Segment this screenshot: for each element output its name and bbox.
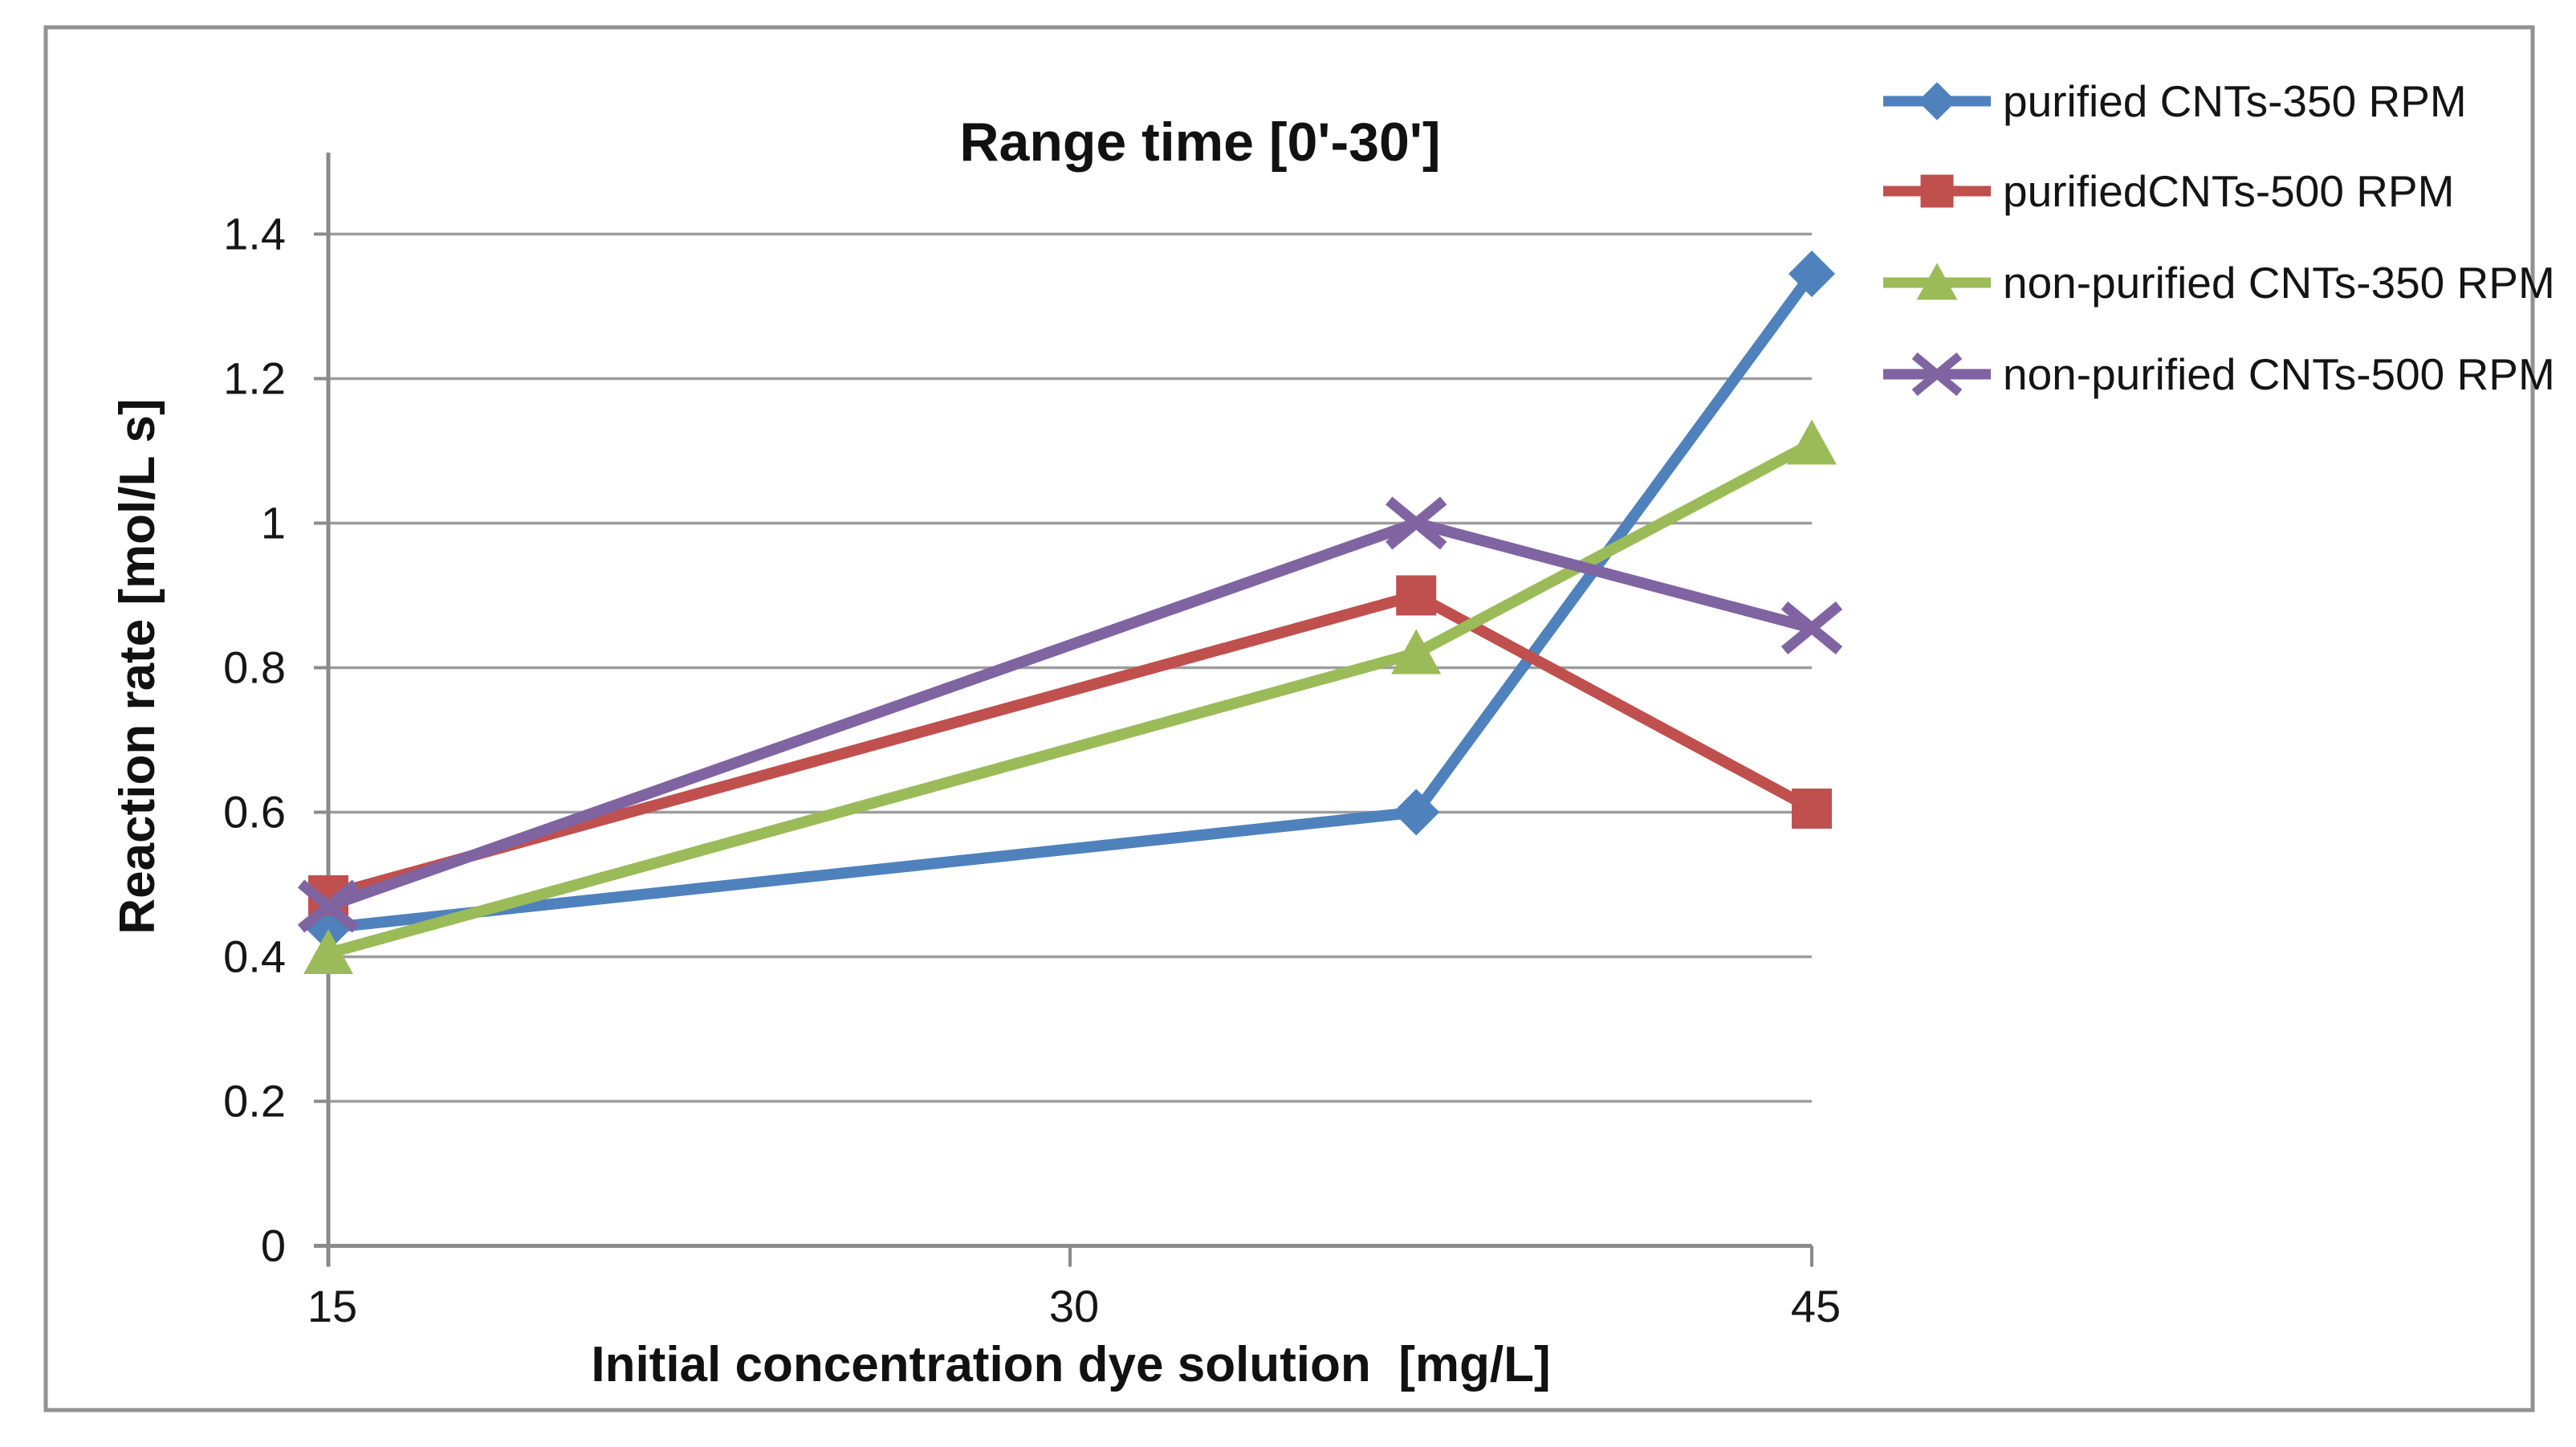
legend: purified CNTs-350 RPM purifiedCNTs-500 R… <box>1881 0 2576 450</box>
y-tick-label: 0 <box>261 1221 286 1271</box>
x-tick-label: 45 <box>1791 1281 1841 1331</box>
legend-marker-triangle-icon <box>1883 263 1991 300</box>
series-purified-cnts-350-rpm <box>305 251 1835 952</box>
series-purifiedcnts-500-rpm <box>308 575 1832 915</box>
y-tick-label: 1 <box>261 498 286 548</box>
legend-marker-x-icon <box>1883 352 1991 397</box>
legend-item: purifiedCNTs-500 RPM <box>1881 165 2454 217</box>
series-line <box>327 438 1815 959</box>
triangle-marker-icon <box>303 929 353 974</box>
axes: 15 30 45 <box>307 153 1841 1331</box>
legend-marker-diamond-icon <box>1883 82 1991 120</box>
diamond-marker-icon <box>1789 251 1835 297</box>
x-marker-icon <box>1911 352 1963 397</box>
square-marker-icon <box>1920 174 1954 208</box>
legend-label: purified CNTs-350 RPM <box>2003 76 2467 126</box>
y-tick-label: 1.4 <box>223 209 286 259</box>
x-marker-icon <box>297 879 360 933</box>
legend-item: purified CNTs-350 RPM <box>1881 75 2467 127</box>
legend-marker-square-icon <box>1883 174 1991 208</box>
y-tick-label: 1.2 <box>223 353 286 404</box>
x-tick-label: 15 <box>307 1281 357 1331</box>
gridlines: 0 0.2 0.4 0.6 0.8 1 1.2 1.4 <box>223 209 1812 1271</box>
x-marker-icon <box>1386 496 1447 550</box>
legend-item: non-purified CNTs-500 RPM <box>1881 349 2555 400</box>
square-marker-icon <box>1792 789 1832 829</box>
y-tick-label: 0.8 <box>223 642 286 693</box>
x-marker-icon <box>1780 601 1843 655</box>
legend-label: non-purified CNTs-350 RPM <box>2003 258 2555 308</box>
chart-title: Range time [0'-30'] <box>959 112 1441 173</box>
x-axis-title: Initial concentration dye solution [mg/L… <box>591 1337 1551 1392</box>
series-non-purified-cnts-350-rpm <box>303 419 1837 974</box>
diamond-marker-icon <box>1393 789 1440 836</box>
y-tick-label: 0.4 <box>223 931 286 982</box>
y-axis-title: Reaction rate [mol/L s] <box>110 398 165 935</box>
y-tick-label: 0.2 <box>223 1076 286 1127</box>
square-marker-icon <box>1396 575 1437 616</box>
diamond-marker-icon <box>1918 82 1956 120</box>
x-tick-label: 30 <box>1049 1281 1099 1331</box>
triangle-marker-icon <box>1916 263 1958 300</box>
legend-item: non-purified CNTs-350 RPM <box>1881 257 2555 308</box>
figure-border <box>43 25 2535 1412</box>
series-non-purified-cnts-500-rpm <box>297 496 1843 933</box>
legend-label: purifiedCNTs-500 RPM <box>2003 166 2455 216</box>
triangle-marker-icon <box>1787 419 1837 465</box>
legend-label: non-purified CNTs-500 RPM <box>2003 349 2555 399</box>
y-tick-label: 0.6 <box>223 787 286 838</box>
triangle-marker-icon <box>1391 629 1442 675</box>
